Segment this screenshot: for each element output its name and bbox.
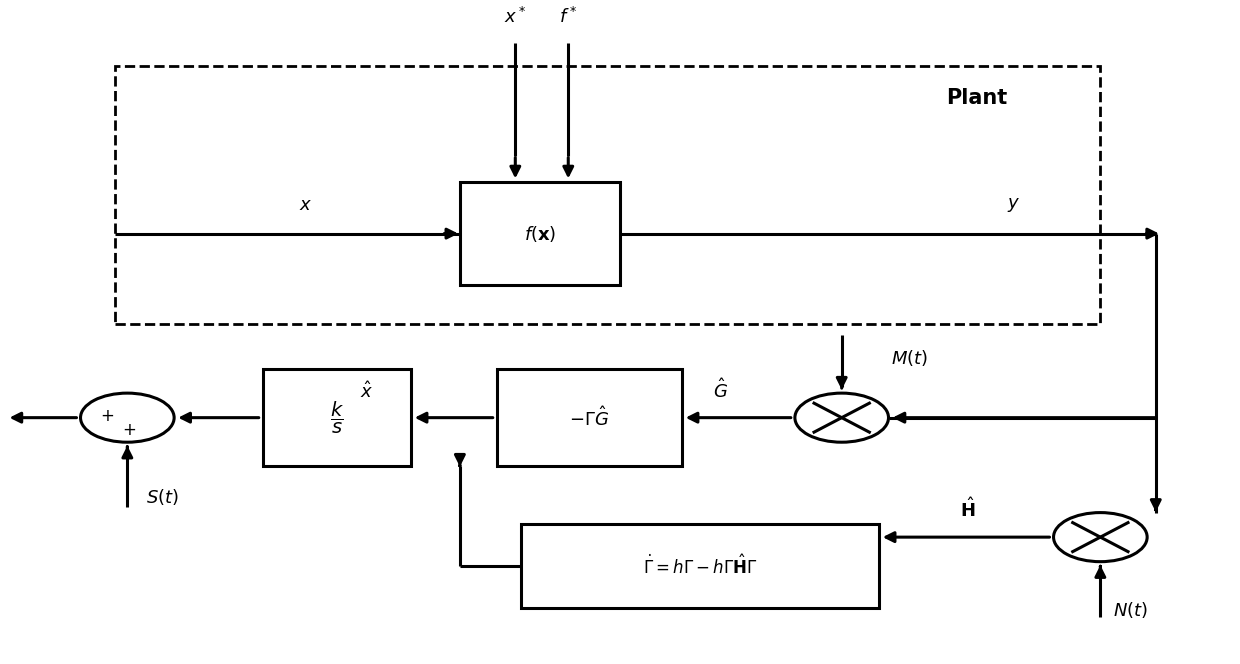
Text: $x$: $x$ xyxy=(299,197,312,214)
Text: $\hat{\mathbf{H}}$: $\hat{\mathbf{H}}$ xyxy=(960,497,975,521)
Text: $M(t)$: $M(t)$ xyxy=(892,347,928,368)
Text: Plant: Plant xyxy=(946,88,1008,108)
Text: $y$: $y$ xyxy=(1007,197,1021,214)
Text: $\dfrac{k}{s}$: $\dfrac{k}{s}$ xyxy=(330,400,343,436)
Text: $S(t)$: $S(t)$ xyxy=(146,487,179,507)
Text: $\dot{\Gamma} = h\Gamma - h\Gamma\hat{\mathbf{H}}\Gamma$: $\dot{\Gamma} = h\Gamma - h\Gamma\hat{\m… xyxy=(642,554,758,578)
Bar xyxy=(497,369,682,466)
Text: $x^*$: $x^*$ xyxy=(505,7,527,27)
Text: $\hat{G}$: $\hat{G}$ xyxy=(713,378,729,402)
Bar xyxy=(115,66,1100,324)
Text: +: + xyxy=(100,408,114,426)
Text: +: + xyxy=(123,421,136,439)
Text: $f^*$: $f^*$ xyxy=(559,7,578,27)
Bar xyxy=(522,524,879,608)
Text: $N(t)$: $N(t)$ xyxy=(1112,600,1148,620)
Bar xyxy=(263,369,410,466)
Bar xyxy=(460,182,620,286)
Text: $-\Gamma\hat{G}$: $-\Gamma\hat{G}$ xyxy=(569,406,609,430)
Text: $\hat{x}$: $\hat{x}$ xyxy=(360,380,373,402)
Text: $f(\mathbf{x})$: $f(\mathbf{x})$ xyxy=(523,224,557,244)
